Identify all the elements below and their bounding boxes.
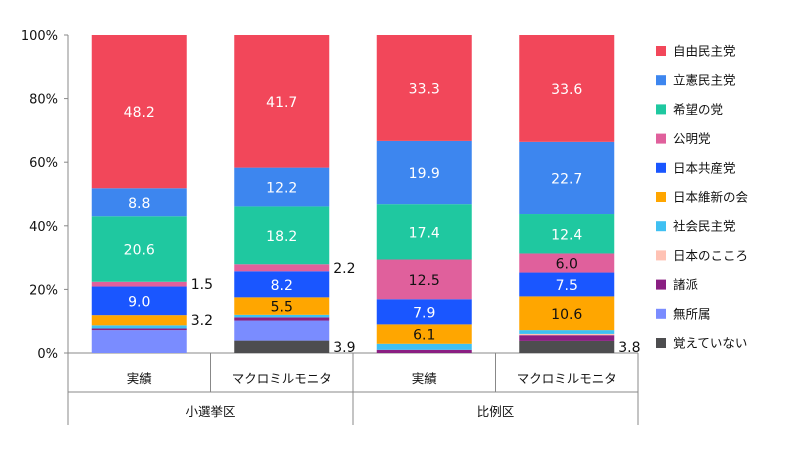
y-tick-label: 60% [29, 156, 58, 171]
legend-label: 自由民主党 [673, 44, 736, 59]
legend-swatch [656, 338, 666, 348]
legend-swatch [656, 192, 666, 202]
bar-segment [91, 330, 187, 353]
x-category-label: マクロミルモニタ [232, 371, 332, 386]
legend-swatch [656, 250, 666, 261]
x-group-label: 小選挙区 [185, 404, 235, 419]
bar-segment [91, 325, 187, 329]
data-label: 7.5 [556, 278, 578, 294]
data-label: 17.4 [409, 225, 440, 241]
bar-segment [519, 35, 615, 142]
legend-swatch [656, 308, 666, 319]
bar-segment [376, 35, 472, 141]
y-tick-label: 40% [29, 220, 58, 235]
bar-segment [519, 253, 615, 273]
bar-segment [376, 299, 472, 325]
legend-swatch [656, 221, 666, 232]
bar-segment [519, 141, 615, 215]
bar-segment [234, 320, 330, 341]
data-label: 1.5 [191, 277, 213, 293]
bar-segment [519, 296, 615, 331]
data-label: 12.2 [266, 181, 297, 197]
bar-segment [234, 264, 330, 272]
bar-segment [234, 317, 330, 321]
data-label: 41.7 [266, 95, 297, 111]
data-label: 8.2 [271, 278, 293, 294]
bar-segment [91, 315, 187, 326]
bar-segment [91, 216, 187, 282]
data-label: 5.5 [271, 300, 293, 316]
data-label: 18.2 [266, 229, 297, 245]
legend-label: 立憲民主党 [673, 73, 736, 88]
bar-segment [376, 204, 472, 260]
x-category-label: 実績 [127, 371, 152, 386]
data-label: 20.6 [124, 243, 155, 259]
data-label: 6.0 [556, 257, 578, 273]
bar-segment [234, 340, 330, 353]
legend-swatch [656, 279, 666, 290]
x-category-label: マクロミルモニタ [517, 371, 617, 386]
legend-swatch [656, 104, 666, 115]
bar-segment [91, 35, 187, 189]
x-category-label: 実績 [412, 371, 437, 386]
legend-label: 希望の党 [673, 102, 723, 117]
legend-label: 社会民主党 [673, 219, 736, 234]
legend-swatch [656, 46, 666, 56]
bar-segment [519, 272, 615, 297]
data-label: 12.4 [551, 227, 582, 243]
legend-label: 日本のこころ [673, 248, 748, 263]
y-tick-label: 0% [37, 347, 58, 362]
bar-segment [376, 140, 472, 205]
bar-segment [376, 343, 472, 350]
bar-segment [519, 335, 615, 341]
legend-label: 日本維新の会 [673, 190, 749, 205]
legend-label: 諸派 [673, 277, 699, 292]
data-label: 3.9 [333, 340, 355, 356]
bar-segment [234, 297, 330, 315]
bar-segment [91, 328, 187, 331]
bar-segment [519, 214, 615, 254]
data-label: 6.1 [413, 328, 435, 344]
data-label: 3.2 [191, 313, 213, 329]
bar-segment [519, 333, 615, 336]
y-tick-label: 100% [21, 29, 58, 44]
bar-segment [376, 324, 472, 344]
bar-segment [234, 271, 330, 298]
bar-segment [519, 340, 615, 353]
data-label: 8.8 [128, 196, 150, 212]
data-label: 3.8 [618, 340, 640, 356]
bar-segment [91, 188, 187, 217]
x-group-label: 比例区 [477, 404, 515, 419]
legend-label: 日本共産党 [673, 160, 736, 175]
data-label: 48.2 [124, 105, 155, 121]
bar-segment [91, 281, 187, 287]
y-tick-label: 20% [29, 283, 58, 298]
legend-label: 公明党 [673, 131, 711, 146]
legend-swatch [656, 133, 666, 144]
data-label: 7.9 [413, 305, 435, 321]
legend-label: 無所属 [673, 306, 711, 321]
bar-segment [91, 286, 187, 316]
legend-label: 覚えていない [673, 336, 747, 351]
bar-segment [234, 167, 330, 207]
legend-swatch [656, 162, 666, 173]
bar-segment [376, 349, 472, 353]
bar-segment [234, 35, 330, 168]
bar-segment [234, 206, 330, 265]
data-label: 2.2 [333, 261, 355, 277]
data-label: 22.7 [551, 171, 582, 187]
legend-swatch [656, 75, 666, 86]
data-label: 19.9 [409, 166, 440, 182]
data-label: 9.0 [128, 294, 150, 310]
bar-segment [519, 330, 615, 334]
bar-segment [234, 314, 330, 318]
data-label: 10.6 [551, 307, 582, 323]
data-label: 12.5 [409, 273, 440, 289]
bar-segment [376, 259, 472, 300]
data-label: 33.3 [409, 81, 440, 97]
y-tick-label: 80% [29, 93, 58, 108]
data-label: 33.6 [551, 82, 582, 98]
